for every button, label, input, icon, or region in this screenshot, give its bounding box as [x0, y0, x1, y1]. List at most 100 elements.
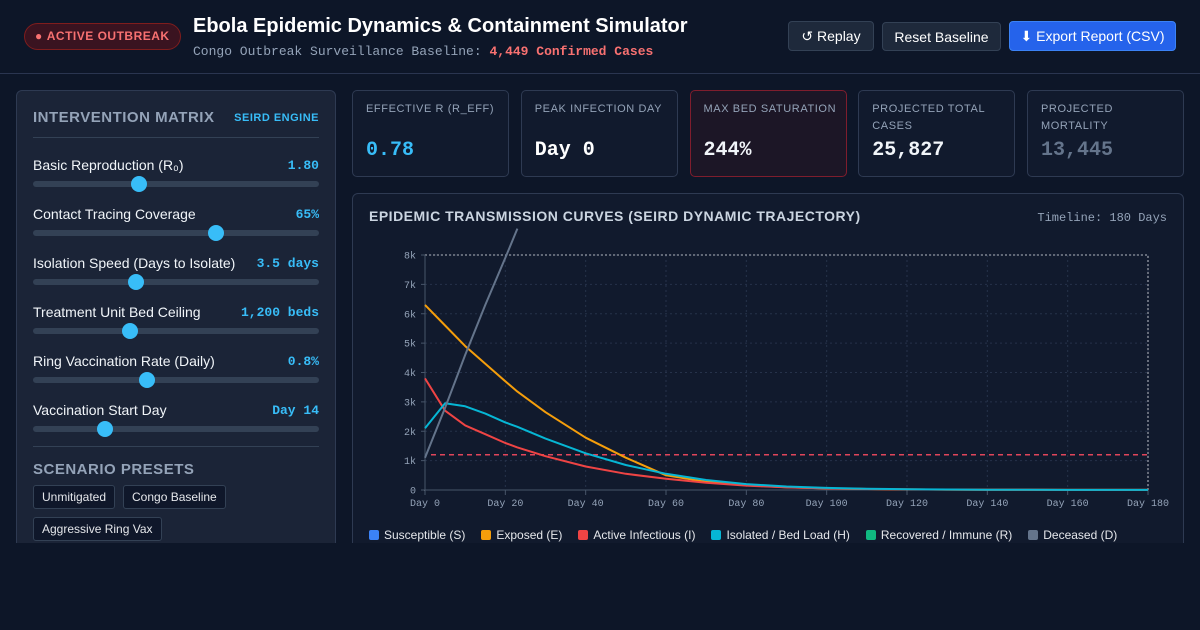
chart-title: EPIDEMIC TRANSMISSION CURVES (SEIRD DYNA… [369, 208, 861, 224]
x-tick-label: Day 160 [1047, 499, 1089, 510]
app-title: Ebola Epidemic Dynamics & Containment Si… [193, 15, 688, 37]
slider-thumb[interactable] [130, 176, 147, 192]
status-badge: ACTIVE OUTBREAK [24, 23, 181, 50]
legend-swatch [369, 530, 379, 540]
slider-thumb[interactable] [127, 274, 144, 290]
chart: EPIDEMIC TRANSMISSION CURVES (SEIRD DYNA… [369, 208, 1169, 510]
y-tick-label: 8k [404, 251, 416, 263]
x-tick-label: Day 100 [806, 499, 848, 510]
preset-button[interactable]: Congo Baseline [123, 485, 226, 509]
legend-swatch [578, 530, 589, 540]
kpi-card: EFFECTIVE R (R_EFF) 0.78 [352, 90, 509, 177]
x-tick-label: Day 60 [648, 499, 684, 510]
x-tick-label: Day 140 [966, 499, 1008, 510]
x-tick-label: Day 180 [1127, 499, 1169, 510]
preset-button[interactable]: Aggressive Ring Vax [33, 517, 162, 541]
x-tick-label: Day 80 [728, 499, 764, 510]
subtitle-text: Congo Outbreak Surveillance Baseline: [193, 44, 482, 59]
series-line [424, 304, 1148, 491]
legend-label: Exposed (E) [496, 528, 563, 542]
kpi-card: MAX BED SATURATION 244% [689, 90, 847, 177]
slider-value: 1.80 [287, 158, 319, 173]
reset-button[interactable]: Reset Baseline [882, 22, 1001, 51]
panel-title: INTERVENTION MATRIX [33, 109, 215, 126]
legend: Susceptible (S) Exposed (E) Active Infecti… [369, 528, 1117, 542]
y-tick-label: 3k [404, 397, 416, 409]
divider [33, 446, 319, 447]
y-tick-label: 4k [404, 368, 416, 380]
slider-track [33, 323, 319, 339]
x-tick-label: Day 40 [568, 499, 604, 510]
export-button[interactable]: ⬇ Export Report (CSV) [1009, 21, 1176, 51]
slider-thumb[interactable] [96, 421, 113, 437]
legend-label: Isolated / Bed Load (H) [726, 528, 850, 542]
legend-item: Isolated / Bed Load (H) [711, 528, 850, 542]
slider-label: Isolation Speed (Days to Isolate) [33, 255, 236, 271]
divider [33, 137, 319, 138]
x-tick-label: Day 0 [410, 499, 440, 510]
subtitle: Congo Outbreak Surveillance Baseline: 4,… [193, 44, 653, 59]
kpi-value: Day 0 [534, 139, 595, 162]
engine-label: SEIRD ENGINE [234, 112, 319, 124]
kpi-label: EFFECTIVE R (R_EFF) [366, 103, 495, 115]
series-line [424, 228, 519, 459]
slider-value: 3.5 days [256, 256, 319, 271]
slider-label: Ring Vaccination Rate (Daily) [33, 353, 215, 369]
kpi-value: 0.78 [366, 139, 415, 162]
slider-label: Vaccination Start Day [33, 402, 167, 418]
slider-value: 0.8% [287, 354, 319, 369]
kpi-label: PROJECTED TOTAL CASES [872, 103, 985, 132]
x-tick-label: Day 120 [886, 499, 928, 510]
replay-button[interactable]: ↺ Replay [788, 21, 874, 51]
slider-value: 1,200 beds [240, 305, 319, 320]
kpi-label: PROJECTED MORTALITY [1041, 103, 1114, 132]
slider-track [33, 274, 319, 290]
y-tick-label: 1k [404, 456, 416, 468]
legend-item: Deceased (D) [1028, 528, 1117, 542]
slider-track [33, 372, 319, 388]
y-tick-label: 6k [404, 309, 416, 321]
kpi-label: MAX BED SATURATION [703, 103, 837, 115]
legend-item: Active Infectious (I) [578, 528, 695, 542]
legend-label: Deceased (D) [1043, 528, 1118, 542]
kpi-value: 13,445 [1041, 139, 1114, 162]
subtitle-highlight: 4,449 Confirmed Cases [489, 44, 654, 59]
main: INTERVENTION MATRIX SEIRD ENGINE SCENARI… [0, 74, 1200, 543]
kpi-card: PROJECTED TOTAL CASES 25,827 [858, 90, 1016, 177]
kpi-value: 244% [703, 139, 752, 162]
slider-track [33, 421, 319, 437]
preset-button[interactable]: Unmitigated [33, 485, 116, 509]
slider-value: Day 14 [272, 403, 319, 418]
legend-item: Recovered / Immune (R) [865, 528, 1012, 542]
plot-frame [424, 254, 1149, 491]
y-tick-label: 7k [404, 280, 416, 292]
kpi-card: PEAK INFECTION DAY Day 0 [520, 90, 678, 177]
slider-label: Treatment Unit Bed Ceiling [33, 304, 201, 320]
presets-title: SCENARIO PRESETS [33, 461, 195, 478]
kpi-card: PROJECTED MORTALITY 13,445 [1027, 90, 1184, 177]
slider-label: Basic Reproduction (R₀) [33, 157, 184, 173]
slider-track [33, 225, 319, 241]
header: ACTIVE OUTBREAK Ebola Epidemic Dynamics … [0, 0, 1200, 74]
legend-label: Active Infectious (I) [593, 528, 696, 542]
kpi-value: 25,827 [872, 139, 945, 162]
legend-swatch [711, 530, 722, 540]
legend-label: Susceptible (S) [384, 528, 466, 542]
series-line [424, 402, 1148, 491]
legend-item: Susceptible (S) [369, 528, 465, 542]
legend-item: Exposed (E) [481, 528, 562, 542]
slider-thumb[interactable] [139, 372, 156, 388]
slider-thumb[interactable] [122, 323, 139, 339]
slider-value: 65% [295, 207, 319, 222]
slider-label: Contact Tracing Coverage [33, 206, 196, 222]
y-tick-label: 5k [404, 339, 416, 351]
chart-subtitle: Timeline: 180 Days [1037, 211, 1167, 225]
sidebar: INTERVENTION MATRIX SEIRD ENGINE SCENARI… [16, 90, 336, 543]
x-tick-label: Day 20 [487, 499, 523, 510]
slider-track [33, 176, 319, 192]
legend-swatch [1028, 530, 1039, 540]
slider-thumb[interactable] [208, 225, 225, 241]
legend-swatch [865, 530, 876, 540]
legend-swatch [481, 530, 492, 540]
